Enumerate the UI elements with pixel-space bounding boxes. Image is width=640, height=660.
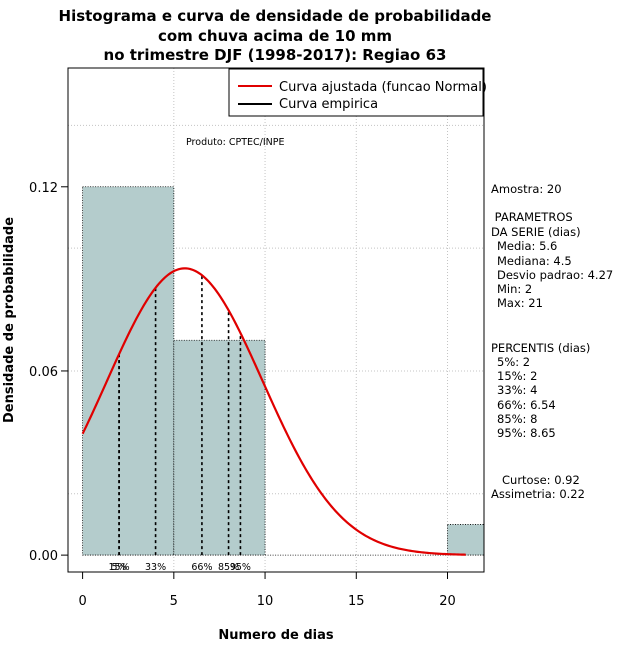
x-tick-label: 20 [439,594,456,609]
stat-param-header-2: DA SERIE (dias) [491,225,581,239]
percentile-label: 33% [145,562,166,573]
percentile-label: 95% [230,562,251,573]
stat-media: Media: 5.6 [497,239,557,253]
stat-p95: 95%: 8.65 [497,426,556,440]
x-tick-label: 15 [348,594,365,609]
stat-param-header-1: PARAMETROS [491,210,573,224]
histogram-bar [173,339,266,556]
y-axis-label: Densidade de probabilidade [2,217,17,423]
legend-box [228,68,484,117]
normal-curve-line [81,267,466,556]
stat-amostra: Amostra: 20 [491,182,562,196]
normal-curve [81,267,466,556]
y-tick-label: 0.12 [29,181,58,196]
x-axis: 0 5 10 15 20 [78,571,456,609]
percentile-label: 15% [109,562,130,573]
histogram-bar [447,524,485,556]
y-axis: 0.00 0.06 0.12 [29,181,68,564]
y-tick-label: 0.00 [29,549,58,564]
legend-label-empirical: Curva empirica [279,97,378,112]
percentile-label: 5% [112,562,127,573]
stat-percentis-header: PERCENTIS (dias) [491,341,590,355]
x-tick-label: 0 [78,594,86,609]
percentile-lines [118,275,242,556]
stat-desvio: Desvio padrao: 4.27 [497,268,613,282]
stat-p5: 5%: 2 [497,355,530,369]
percentile-label: 85% [218,562,239,573]
stat-assimetria: Assimetria: 0.22 [491,487,585,501]
stat-p66: 66%: 6.54 [497,398,556,412]
chart-title-line-3: no trimestre DJF (1998-2017): Regiao 63 [104,46,447,64]
stat-curtose: Curtose: 0.92 [502,473,580,487]
stat-p33: 33%: 4 [497,383,537,397]
legend-label-normal: Curva ajustada (funcao Normal) [279,80,487,95]
chart-title-line-1: Histograma e curva de densidade de proba… [59,7,492,25]
histogram-bars [82,186,485,556]
legend: Curva ajustada (funcao Normal) Curva emp… [228,68,487,117]
x-tick-label: 10 [257,594,274,609]
stat-p15: 15%: 2 [497,369,537,383]
product-label: Produto: CPTEC/INPE [186,137,285,148]
stat-min: Min: 2 [497,282,532,296]
x-tick-label: 5 [170,594,178,609]
histogram-bar [82,186,175,556]
percentile-label: 66% [191,562,212,573]
y-tick-label: 0.06 [29,365,58,380]
stat-max: Max: 21 [497,296,543,310]
x-axis-label: Numero de dias [218,628,334,643]
stat-p85: 85%: 8 [497,412,537,426]
stats-panel: Amostra: 20 PARAMETROS DA SERIE (dias) M… [491,182,613,501]
percentile-labels: 5%15% 33% 66% 85%95% [109,562,251,573]
chart-title-line-2: com chuva acima de 10 mm [158,27,392,45]
stat-mediana: Mediana: 4.5 [497,254,572,268]
